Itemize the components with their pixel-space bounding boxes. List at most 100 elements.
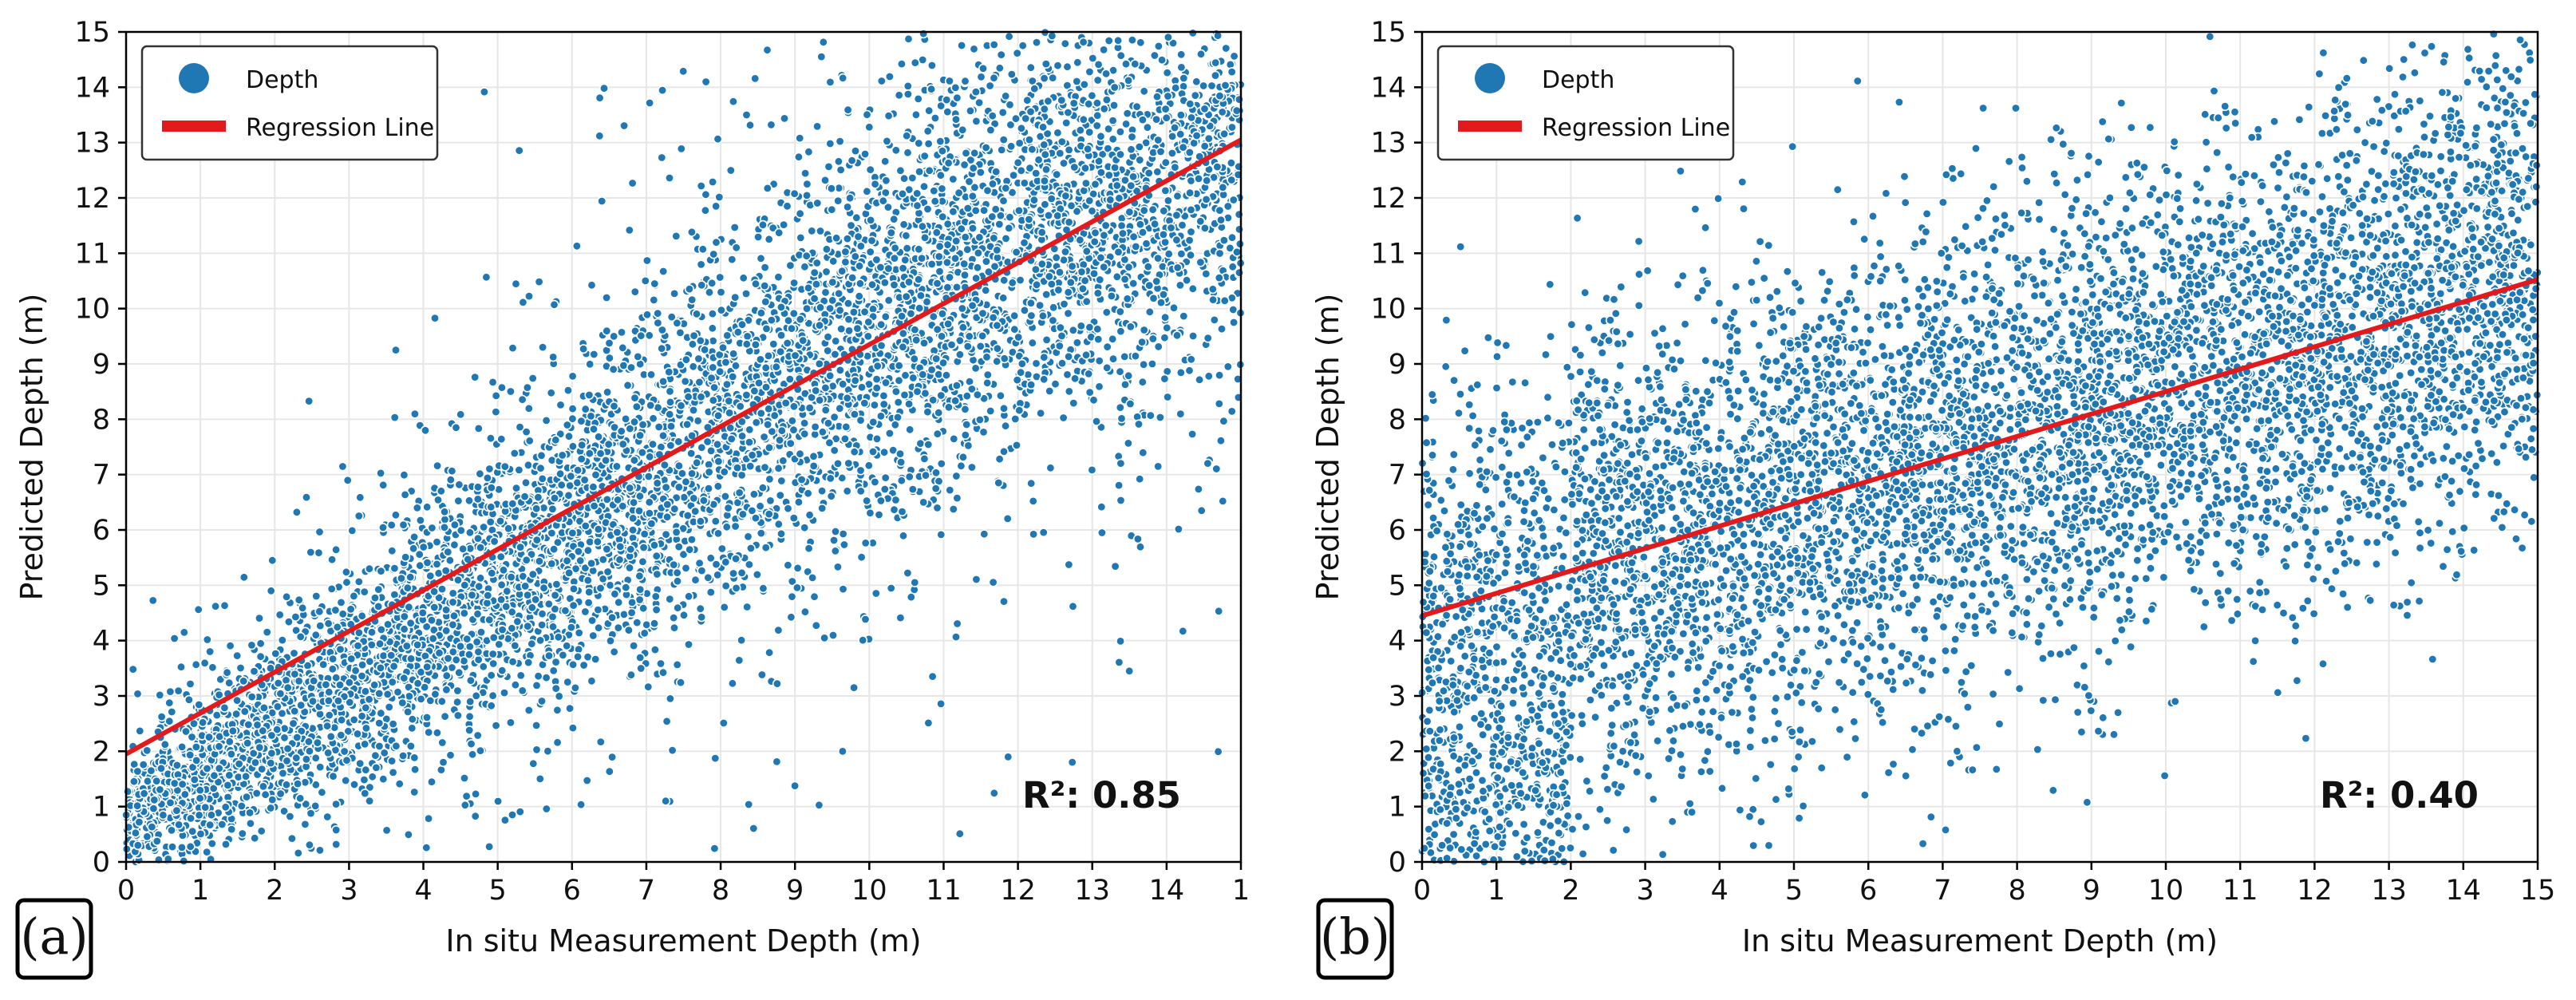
data-point [574, 627, 584, 638]
data-point [236, 800, 247, 811]
data-point [373, 584, 384, 595]
data-point [390, 510, 401, 520]
data-point [709, 249, 719, 259]
data-point [338, 461, 348, 472]
data-point [470, 372, 480, 382]
data-point [429, 313, 440, 323]
data-point [715, 272, 725, 283]
data-point [1187, 113, 1197, 123]
data-point [567, 371, 578, 381]
data-point [686, 227, 697, 237]
data-point [773, 463, 784, 473]
data-point [638, 420, 648, 430]
data-point [1072, 338, 1082, 348]
data-point [745, 425, 755, 435]
data-point [1115, 366, 1125, 377]
data-point [349, 779, 359, 789]
data-point [1062, 61, 1073, 72]
data-point [219, 600, 230, 611]
data-point [486, 670, 496, 681]
data-point [785, 438, 796, 449]
data-point [1059, 158, 1069, 168]
data-point [994, 63, 1005, 73]
data-point [768, 339, 779, 350]
data-point [376, 468, 386, 478]
data-point [998, 107, 1008, 117]
data-point [681, 563, 691, 573]
data-point [650, 645, 660, 655]
data-point [765, 474, 775, 484]
data-point [936, 529, 946, 540]
data-point [952, 493, 962, 504]
data-point [783, 560, 793, 571]
data-point [1026, 478, 1037, 488]
data-point [1085, 127, 1095, 137]
data-point [697, 280, 707, 291]
data-point [1061, 247, 1071, 257]
data-point [1067, 757, 1077, 768]
data-point [812, 121, 823, 132]
data-point [1049, 302, 1059, 313]
data-point [1212, 162, 1223, 172]
data-point [743, 532, 753, 542]
data-point [884, 72, 895, 82]
data-point [239, 572, 249, 583]
data-point [453, 496, 464, 506]
data-point [618, 342, 628, 353]
data-point [859, 398, 870, 409]
data-point [669, 613, 679, 623]
data-point [1184, 366, 1195, 376]
data-point [1218, 496, 1228, 506]
data-point [1039, 73, 1049, 84]
data-point [1195, 374, 1205, 385]
data-point [563, 385, 573, 396]
data-point [1101, 307, 1112, 318]
data-point [1139, 359, 1149, 370]
data-point [895, 449, 906, 459]
data-point [875, 411, 886, 421]
data-point [891, 495, 901, 505]
data-point [1022, 95, 1033, 105]
data-point [923, 204, 933, 214]
data-point [377, 522, 388, 532]
data-point [661, 796, 671, 806]
data-point [548, 666, 559, 676]
data-point [862, 109, 872, 120]
data-point [1136, 542, 1146, 552]
data-point [915, 438, 926, 449]
data-point [911, 335, 922, 346]
data-point [737, 635, 747, 646]
data-point [864, 122, 875, 132]
data-point [759, 432, 769, 442]
data-point [741, 339, 752, 350]
data-point [782, 201, 792, 211]
data-point [889, 214, 899, 224]
data-point [191, 659, 201, 670]
data-point [883, 111, 894, 121]
data-point [1211, 464, 1222, 474]
data-point [1219, 295, 1230, 306]
data-point [566, 471, 576, 481]
data-point [473, 423, 484, 433]
data-point [1002, 513, 1013, 524]
data-point [891, 386, 901, 397]
data-point [409, 409, 420, 419]
data-point [952, 619, 962, 629]
data-point [567, 404, 578, 414]
data-point [214, 690, 224, 700]
data-point [514, 145, 524, 156]
data-point [835, 136, 845, 147]
data-point [705, 587, 716, 598]
data-point [890, 243, 900, 253]
data-point [1144, 306, 1155, 317]
data-point [666, 421, 676, 432]
data-point [1234, 209, 1244, 219]
data-point [631, 401, 642, 412]
data-point [930, 196, 940, 207]
data-point [1108, 334, 1118, 344]
data-point [587, 676, 597, 686]
data-point [840, 247, 851, 257]
data-point [817, 503, 828, 513]
data-point [1058, 413, 1069, 423]
data-point [956, 460, 966, 471]
